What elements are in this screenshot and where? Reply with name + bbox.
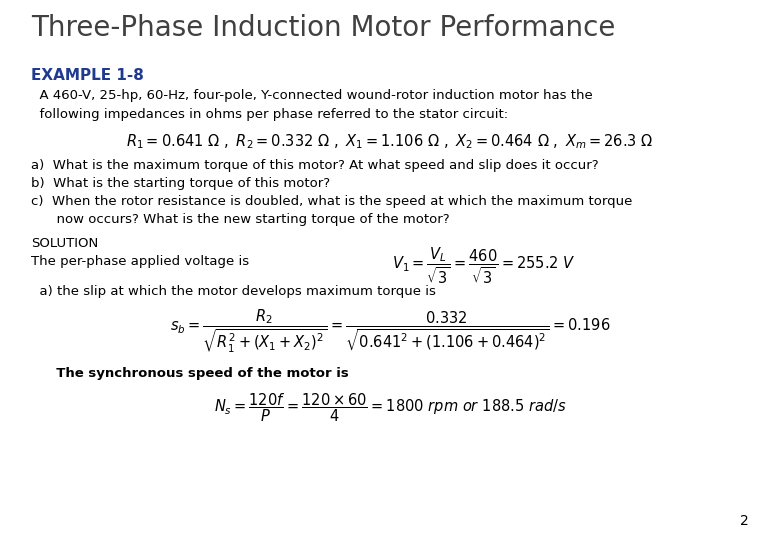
Text: The per-phase applied voltage is: The per-phase applied voltage is <box>31 255 250 268</box>
Text: b)  What is the starting torque of this motor?: b) What is the starting torque of this m… <box>31 177 330 190</box>
Text: $N_s = \dfrac{120f}{P} = \dfrac{120 \times 60}{4} = 1800\ \mathit{rpm\ or\ 188.5: $N_s = \dfrac{120f}{P} = \dfrac{120 \tim… <box>214 392 566 424</box>
Text: EXAMPLE 1-8: EXAMPLE 1-8 <box>31 68 144 83</box>
Text: c)  When the rotor resistance is doubled, what is the speed at which the maximum: c) When the rotor resistance is doubled,… <box>31 195 633 208</box>
Text: a) the slip at which the motor develops maximum torque is: a) the slip at which the motor develops … <box>31 285 436 298</box>
Text: $V_1 = \dfrac{V_L}{\sqrt{3}} = \dfrac{460}{\sqrt{3}} = 255.2\ V$: $V_1 = \dfrac{V_L}{\sqrt{3}} = \dfrac{46… <box>392 246 575 286</box>
Text: SOLUTION: SOLUTION <box>31 237 98 249</box>
Text: The synchronous speed of the motor is: The synchronous speed of the motor is <box>47 367 349 380</box>
Text: a)  What is the maximum torque of this motor? At what speed and slip does it occ: a) What is the maximum torque of this mo… <box>31 159 599 172</box>
Text: 2: 2 <box>740 514 749 528</box>
Text: $R_1 = 0.641\ \Omega\ ,\ R_2 = 0.332\ \Omega\ ,\ X_1 = 1.106\ \Omega\ ,\ X_2 = 0: $R_1 = 0.641\ \Omega\ ,\ R_2 = 0.332\ \O… <box>126 132 654 151</box>
Text: $s_b = \dfrac{R_2}{\sqrt{R_1^2 + (X_1 + X_2)^2}} = \dfrac{0.332}{\sqrt{0.641^2 +: $s_b = \dfrac{R_2}{\sqrt{R_1^2 + (X_1 + … <box>170 308 610 355</box>
Text: following impedances in ohms per phase referred to the stator circuit:: following impedances in ohms per phase r… <box>31 108 509 121</box>
Text: A 460-V, 25-hp, 60-Hz, four-pole, Y-connected wound-rotor induction motor has th: A 460-V, 25-hp, 60-Hz, four-pole, Y-conn… <box>31 89 593 102</box>
Text: Three-Phase Induction Motor Performance: Three-Phase Induction Motor Performance <box>31 14 615 42</box>
Text: now occurs? What is the new starting torque of the motor?: now occurs? What is the new starting tor… <box>31 213 450 226</box>
